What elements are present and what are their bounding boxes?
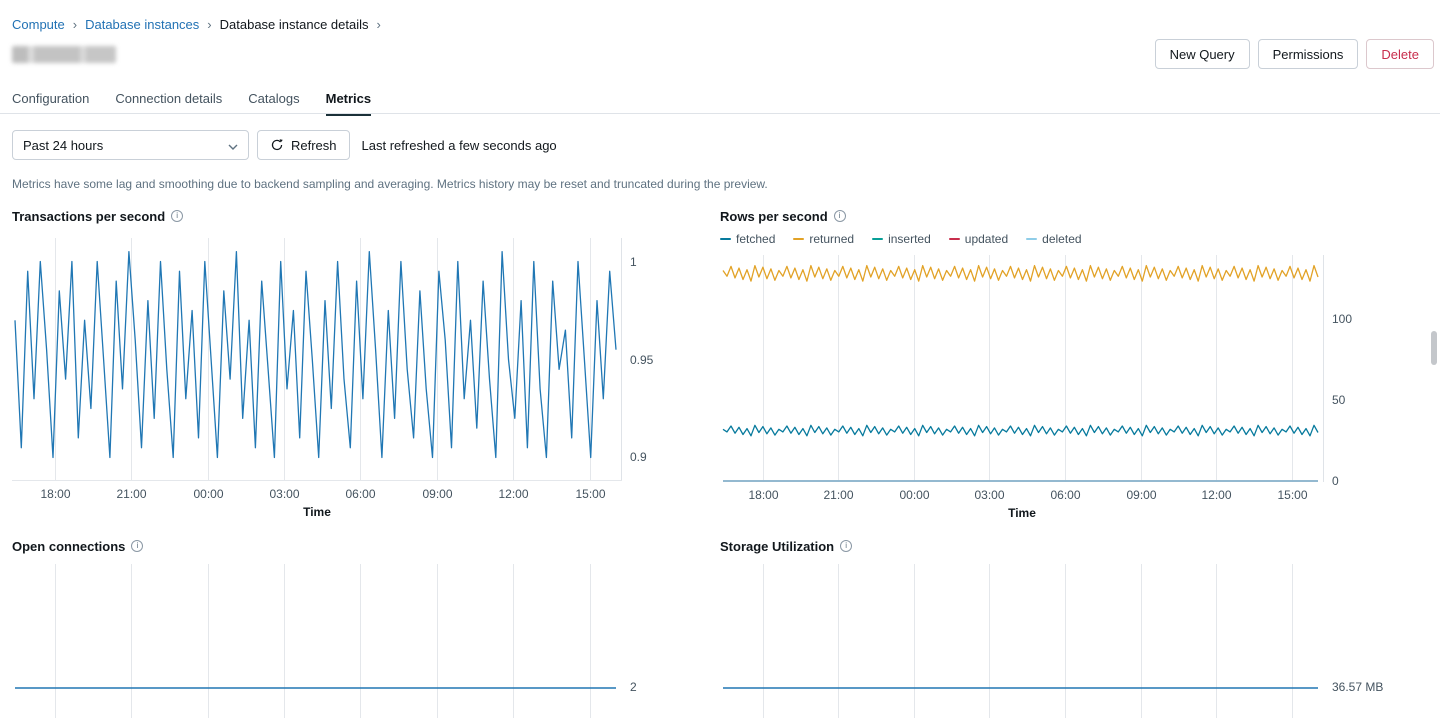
y-axis-labels: 36.57 MB [1332,680,1384,694]
chart-plot: 2 [12,564,637,718]
legend-item-returned[interactable]: returned [793,232,854,246]
metrics-notice: Metrics have some lag and smoothing due … [12,177,768,191]
breadcrumb: Compute › Database instances › Database … [12,17,381,32]
chart-transactions-per-second: Transactions per second i 1 0.95 0.9 18:00… [12,208,653,519]
delete-button[interactable]: Delete [1366,39,1434,69]
chart-plot: 100 50 0 [720,255,1352,488]
breadcrumb-database-instances[interactable]: Database instances [85,17,200,32]
legend-item-fetched[interactable]: fetched [720,232,775,246]
metrics-toolbar: Past 24 hours Refresh Last refreshed a f… [12,130,557,160]
new-query-button[interactable]: New Query [1154,39,1250,69]
breadcrumb-compute[interactable]: Compute [12,17,65,32]
instance-name-redacted [12,46,116,63]
chart-plot: 36.57 MB [720,564,1383,718]
x-axis-labels: 18:00 21:00 00:00 03:00 06:00 09:00 12:00 15:00 [40,487,606,501]
chart-rows-per-second: Rows per second i fetched returned inserte… [720,208,1352,520]
refresh-label: Refresh [291,137,337,153]
breadcrumb-separator: › [207,17,212,32]
x-axis-labels: 18:00 21:00 00:00 03:00 06:00 09:00 12:00 15:00 [748,488,1308,502]
chevron-down-icon [228,138,238,153]
info-icon[interactable]: i [833,210,846,222]
chart-title: Transactions per second [12,208,166,224]
x-axis-title: Time [303,505,331,519]
scrollbar-thumb[interactable] [1431,331,1437,365]
info-icon[interactable]: i [840,540,853,552]
x-axis-title: Time [1008,506,1036,520]
header-actions: New Query Permissions Delete [1154,39,1434,69]
info-icon[interactable]: i [171,210,184,222]
breadcrumb-separator: › [376,17,381,32]
y-axis-labels: 100 50 0 [1332,311,1353,488]
tab-configuration[interactable]: Configuration [12,91,90,106]
tabs-divider [0,113,1440,114]
chart-legend: fetched returned inserted updated deleted [720,232,1324,246]
time-range-value: Past 24 hours [23,137,104,153]
tab-bar: Configuration Connection details Catalog… [12,91,372,116]
tab-catalogs[interactable]: Catalogs [248,91,300,106]
refresh-button[interactable]: Refresh [257,130,350,160]
tab-connection-details[interactable]: Connection details [115,91,223,106]
breadcrumb-separator: › [72,17,78,32]
y-axis-labels: 1 0.95 0.9 [630,254,654,465]
chart-title: Storage Utilization [720,538,835,554]
info-icon[interactable]: i [131,540,144,552]
legend-item-inserted[interactable]: inserted [872,232,931,246]
last-refreshed-text: Last refreshed a few seconds ago [361,137,557,153]
y-axis-labels: 2 [630,680,637,694]
chart-plot: 1 0.95 0.9 [12,238,653,481]
breadcrumb-database-instance-details: Database instance details [219,17,369,32]
legend-item-updated[interactable]: updated [948,232,1008,246]
refresh-icon [270,138,284,152]
chart-open-connections: Open connections i 2 [12,538,637,718]
chart-title: Open connections [12,538,126,554]
legend-item-deleted[interactable]: deleted [1026,232,1082,246]
permissions-button[interactable]: Permissions [1257,39,1359,69]
time-range-select[interactable]: Past 24 hours [12,130,249,160]
tab-metrics[interactable]: Metrics [325,91,372,116]
chart-title: Rows per second [720,208,828,224]
chart-storage-utilization: Storage Utilization i 36.57 MB [720,538,1383,718]
